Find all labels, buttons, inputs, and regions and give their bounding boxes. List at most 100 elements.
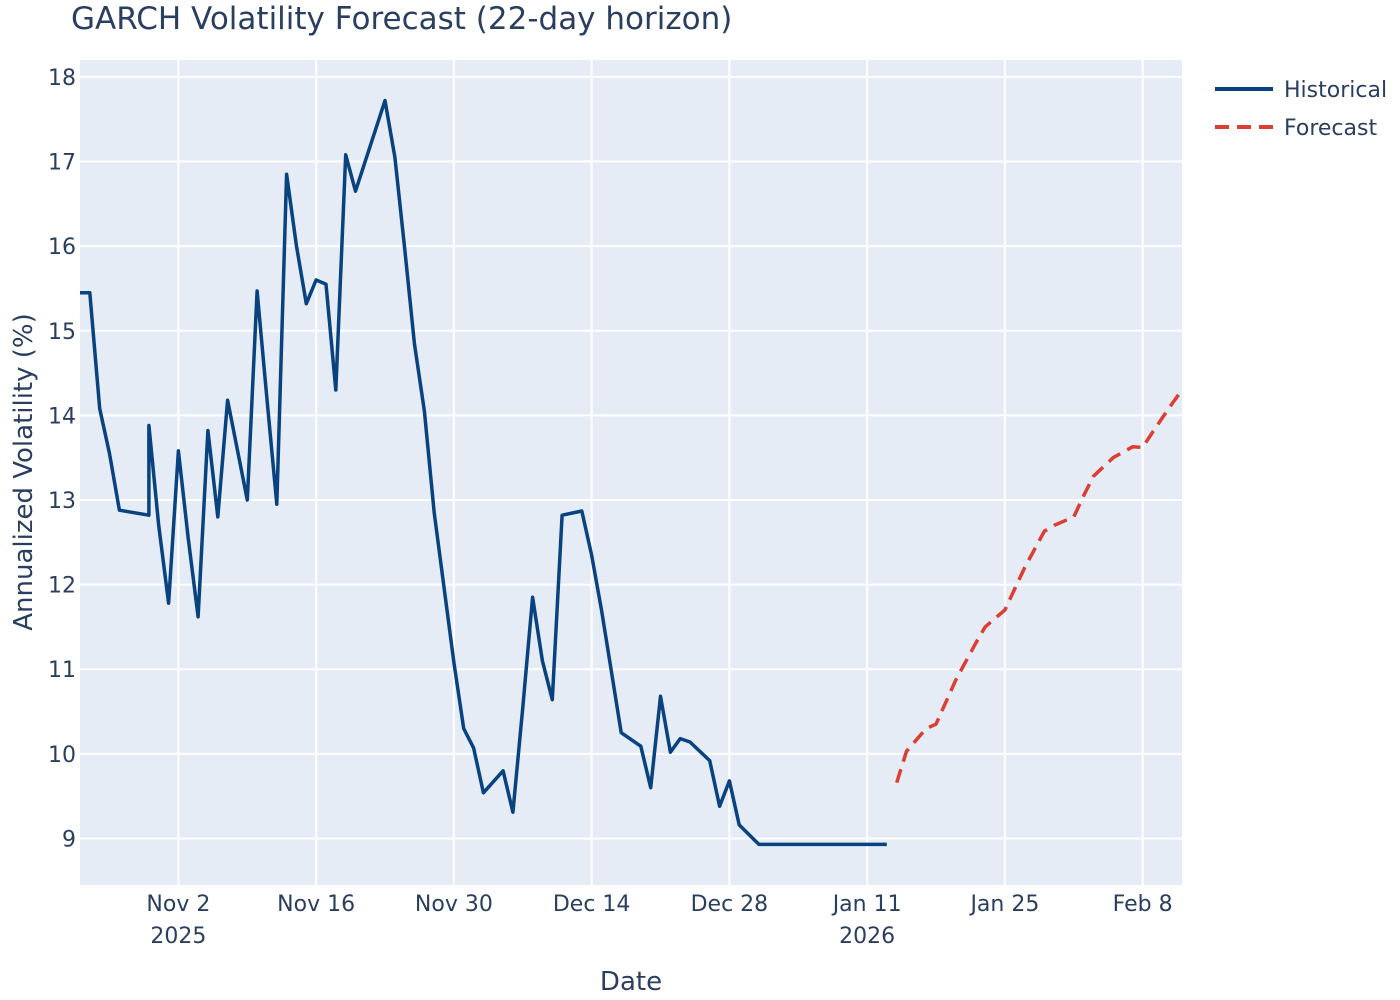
- data-point-historical[interactable]: [87, 290, 93, 296]
- data-point-forecast[interactable]: [1140, 445, 1146, 451]
- data-point-historical[interactable]: [480, 790, 486, 796]
- data-point-historical[interactable]: [333, 387, 339, 393]
- data-point-forecast[interactable]: [982, 624, 988, 630]
- data-point-historical[interactable]: [539, 658, 545, 664]
- data-point-historical[interactable]: [825, 841, 831, 847]
- data-point-historical[interactable]: [736, 822, 742, 828]
- data-point-historical[interactable]: [77, 290, 83, 296]
- data-point-historical[interactable]: [579, 508, 585, 514]
- data-point-forecast[interactable]: [972, 641, 978, 647]
- data-point-forecast[interactable]: [1041, 528, 1047, 534]
- data-point-historical[interactable]: [166, 600, 172, 606]
- data-point-historical[interactable]: [274, 501, 280, 507]
- data-point-historical[interactable]: [638, 743, 644, 749]
- data-point-historical[interactable]: [284, 171, 290, 177]
- data-point-historical[interactable]: [776, 841, 782, 847]
- data-point-historical[interactable]: [845, 841, 851, 847]
- data-point-historical[interactable]: [599, 607, 605, 613]
- data-point-historical[interactable]: [549, 697, 555, 703]
- data-point-historical[interactable]: [864, 841, 870, 847]
- series-lines: [77, 98, 1185, 847]
- data-point-historical[interactable]: [520, 704, 526, 710]
- data-point-historical[interactable]: [451, 660, 457, 666]
- data-point-historical[interactable]: [608, 668, 614, 674]
- data-point-historical[interactable]: [353, 188, 359, 194]
- data-point-historical[interactable]: [589, 552, 595, 558]
- data-point-historical[interactable]: [658, 693, 664, 699]
- y-tick-label: 17: [48, 151, 76, 176]
- data-point-historical[interactable]: [707, 758, 713, 764]
- data-point-historical[interactable]: [795, 841, 801, 847]
- legend-item-historical[interactable]: Historical: [1215, 78, 1387, 103]
- data-point-historical[interactable]: [97, 406, 103, 412]
- data-point-historical[interactable]: [313, 277, 319, 283]
- series-line-forecast[interactable]: [895, 388, 1184, 784]
- data-point-forecast[interactable]: [904, 748, 910, 754]
- data-point-forecast[interactable]: [1169, 401, 1175, 407]
- data-point-historical[interactable]: [500, 768, 506, 774]
- data-point-historical[interactable]: [559, 512, 565, 518]
- data-point-historical[interactable]: [205, 428, 211, 434]
- data-point-forecast[interactable]: [1071, 514, 1077, 520]
- legend-label-historical: Historical: [1284, 78, 1387, 103]
- data-point-historical[interactable]: [303, 301, 309, 307]
- data-point-historical[interactable]: [667, 749, 673, 755]
- data-point-historical[interactable]: [195, 614, 201, 620]
- data-point-historical[interactable]: [874, 841, 880, 847]
- data-point-historical[interactable]: [785, 841, 791, 847]
- data-point-historical[interactable]: [726, 778, 732, 784]
- data-point-historical[interactable]: [677, 736, 683, 742]
- data-point-historical[interactable]: [343, 152, 349, 158]
- data-point-historical[interactable]: [687, 739, 693, 745]
- data-point-historical[interactable]: [254, 288, 260, 294]
- data-point-historical[interactable]: [530, 594, 536, 600]
- data-point-historical[interactable]: [854, 841, 860, 847]
- data-point-historical[interactable]: [815, 841, 821, 847]
- data-point-forecast[interactable]: [1110, 455, 1116, 461]
- data-point-forecast[interactable]: [1051, 522, 1057, 528]
- data-point-historical[interactable]: [618, 730, 624, 736]
- data-point-historical[interactable]: [412, 341, 418, 347]
- data-point-historical[interactable]: [461, 726, 467, 732]
- data-point-historical[interactable]: [215, 514, 221, 520]
- data-point-historical[interactable]: [510, 809, 516, 815]
- data-point-historical[interactable]: [323, 281, 329, 287]
- data-point-historical[interactable]: [175, 448, 181, 454]
- data-point-forecast[interactable]: [1002, 607, 1008, 613]
- data-point-forecast[interactable]: [1179, 387, 1185, 393]
- data-point-forecast[interactable]: [1130, 444, 1136, 450]
- data-point-forecast[interactable]: [953, 677, 959, 683]
- data-point-historical[interactable]: [717, 803, 723, 809]
- data-point-forecast[interactable]: [933, 721, 939, 727]
- data-point-forecast[interactable]: [1159, 415, 1165, 421]
- legend-item-forecast[interactable]: Forecast: [1215, 116, 1377, 141]
- data-point-historical[interactable]: [471, 745, 477, 751]
- data-point-historical[interactable]: [805, 841, 811, 847]
- data-point-historical[interactable]: [107, 451, 113, 457]
- data-point-historical[interactable]: [185, 535, 191, 541]
- data-point-forecast[interactable]: [1022, 565, 1028, 571]
- data-point-historical[interactable]: [402, 246, 408, 252]
- data-point-historical[interactable]: [392, 154, 398, 160]
- data-point-historical[interactable]: [431, 510, 437, 516]
- series-line-historical[interactable]: [80, 98, 887, 847]
- data-point-historical[interactable]: [225, 397, 231, 403]
- data-point-historical[interactable]: [116, 507, 122, 513]
- data-point-forecast[interactable]: [1090, 473, 1096, 479]
- data-point-historical[interactable]: [146, 423, 152, 429]
- data-point-historical[interactable]: [421, 408, 427, 414]
- data-point-forecast[interactable]: [923, 726, 929, 732]
- data-point-forecast[interactable]: [1150, 429, 1156, 435]
- data-point-historical[interactable]: [382, 98, 388, 104]
- data-point-historical[interactable]: [294, 243, 300, 249]
- data-point-historical[interactable]: [884, 841, 890, 847]
- data-point-historical[interactable]: [264, 396, 270, 402]
- data-point-historical[interactable]: [146, 512, 152, 518]
- data-point-historical[interactable]: [244, 497, 250, 503]
- data-point-historical[interactable]: [648, 785, 654, 791]
- data-point-forecast[interactable]: [1081, 493, 1087, 499]
- data-point-historical[interactable]: [756, 841, 762, 847]
- data-point-forecast[interactable]: [894, 780, 900, 786]
- data-point-historical[interactable]: [156, 522, 162, 528]
